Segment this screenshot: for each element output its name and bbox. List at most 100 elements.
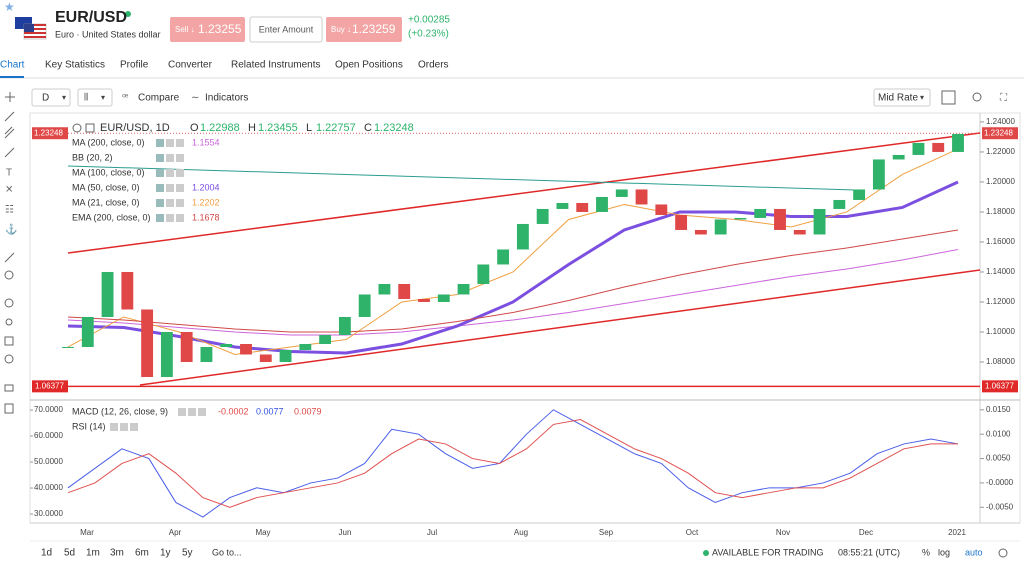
collapse-icon[interactable] bbox=[72, 123, 82, 133]
indicator-name: MACD (12, 26, close, 9) bbox=[72, 406, 168, 416]
indicator-name: RSI (14) bbox=[72, 421, 106, 431]
sell-price: 1.23255 bbox=[198, 22, 242, 36]
amount-input[interactable] bbox=[249, 16, 323, 43]
y2-tick-label: -0.0000 bbox=[986, 478, 1014, 487]
tab[interactable]: Key Statistics bbox=[45, 60, 105, 71]
candle bbox=[892, 154, 905, 160]
candle bbox=[952, 133, 964, 152]
indicator-control[interactable] bbox=[178, 408, 186, 416]
indicator-value: 0.0077 bbox=[256, 406, 284, 416]
tab[interactable]: Related Instruments bbox=[231, 60, 321, 71]
auto-toggle[interactable]: auto bbox=[965, 547, 983, 557]
tab[interactable]: Chart bbox=[0, 60, 25, 71]
candle bbox=[754, 208, 767, 218]
tab[interactable]: Open Positions bbox=[335, 60, 403, 71]
y2-tick-label: 0.0150 bbox=[986, 405, 1011, 414]
log-toggle[interactable]: log bbox=[938, 547, 950, 557]
fullscreen-icon[interactable]: ⛶ bbox=[999, 93, 1008, 104]
indicator-control[interactable] bbox=[166, 139, 174, 147]
compare-icon: ꟹ bbox=[122, 93, 129, 104]
indicator-control[interactable] bbox=[176, 214, 184, 222]
indicator-control[interactable] bbox=[176, 139, 184, 147]
tab[interactable]: Orders bbox=[418, 60, 449, 71]
last-price-label: 1.23248 bbox=[984, 128, 1013, 137]
candle bbox=[180, 331, 193, 362]
toggle-box[interactable] bbox=[941, 90, 956, 105]
percent-toggle[interactable]: % bbox=[922, 547, 930, 557]
trendline bbox=[67, 165, 856, 191]
indicator-control[interactable] bbox=[156, 214, 164, 222]
buy-label: Buy ↓ bbox=[331, 25, 351, 34]
toggle-icon[interactable] bbox=[85, 123, 95, 133]
indicator-value: 1.2004 bbox=[192, 182, 220, 192]
x-tick-label: 2021 bbox=[948, 528, 966, 537]
indicator-control[interactable] bbox=[166, 154, 174, 162]
range-button[interactable]: 1d bbox=[41, 548, 52, 559]
indicators-button[interactable]: Indicators bbox=[205, 93, 248, 104]
indicator-control[interactable] bbox=[176, 199, 184, 207]
tab[interactable]: Converter bbox=[168, 60, 213, 71]
y-tick-label: 50.0000 bbox=[34, 457, 63, 466]
clock: 08:55:21 (UTC) bbox=[838, 547, 900, 557]
indicator-name: BB (20, 2) bbox=[72, 152, 113, 162]
dropdown-arrow: ▾ bbox=[62, 93, 66, 102]
goto-button[interactable]: Go to... bbox=[212, 547, 242, 557]
candle bbox=[418, 298, 430, 302]
indicator-control[interactable] bbox=[166, 199, 174, 207]
tab[interactable]: Profile bbox=[120, 60, 149, 71]
range-button[interactable]: 5y bbox=[182, 548, 193, 559]
indicator-control[interactable] bbox=[156, 139, 164, 147]
instrument-name: Euro · United States dollar bbox=[55, 29, 161, 39]
indicator-control[interactable] bbox=[176, 154, 184, 162]
buy-button[interactable] bbox=[326, 17, 402, 42]
candle bbox=[457, 283, 470, 295]
indicator-name: MA (50, close, 0) bbox=[72, 182, 140, 192]
price-type[interactable]: Mid Rate bbox=[878, 93, 918, 104]
range-button[interactable]: 1y bbox=[160, 548, 171, 559]
chart-type-select[interactable] bbox=[77, 88, 113, 107]
indicator-control[interactable] bbox=[156, 184, 164, 192]
indicator-control[interactable] bbox=[130, 423, 138, 431]
x-tick-label: Jul bbox=[427, 528, 437, 537]
ohlc-label: H bbox=[248, 122, 256, 134]
trendline bbox=[139, 269, 981, 386]
indicator-control[interactable] bbox=[188, 408, 196, 416]
range-button[interactable]: 6m bbox=[135, 548, 149, 559]
candle bbox=[437, 294, 450, 302]
y2-tick-label: -0.0050 bbox=[986, 502, 1014, 511]
interval[interactable]: D bbox=[42, 93, 49, 104]
indicator-control[interactable] bbox=[166, 169, 174, 177]
indicator-control[interactable] bbox=[156, 169, 164, 177]
range-button[interactable]: 1m bbox=[86, 548, 100, 559]
price-type-select[interactable] bbox=[873, 88, 931, 107]
left-toolbar[interactable]: T ✕ ☷ ⚓ bbox=[4, 92, 17, 414]
y-tick-label: 1.08000 bbox=[986, 357, 1015, 366]
indicator-name: MA (21, close, 0) bbox=[72, 197, 140, 207]
compare-button[interactable]: Compare bbox=[138, 93, 180, 104]
settings-icon[interactable] bbox=[972, 92, 982, 102]
indicator-control[interactable] bbox=[110, 423, 118, 431]
change: +0.00285 bbox=[408, 15, 450, 26]
indicator-control[interactable] bbox=[156, 154, 164, 162]
x-tick-label: Mar bbox=[80, 528, 94, 537]
indicator-control[interactable] bbox=[198, 408, 206, 416]
candle bbox=[714, 219, 727, 235]
interval-select[interactable] bbox=[31, 88, 71, 107]
buy-price: 1.23259 bbox=[352, 22, 396, 36]
indicator-control[interactable] bbox=[176, 184, 184, 192]
candle bbox=[694, 229, 707, 235]
settings-icon[interactable] bbox=[998, 548, 1008, 558]
price-tag bbox=[32, 380, 68, 393]
indicator-control[interactable] bbox=[176, 169, 184, 177]
ohlc-value: 1.23455 bbox=[258, 122, 298, 134]
sell-button[interactable] bbox=[170, 17, 245, 42]
y-tick-label: 60.0000 bbox=[34, 431, 63, 440]
indicator-control[interactable] bbox=[166, 214, 174, 222]
x-tick-label: Oct bbox=[686, 528, 699, 537]
indicator-control[interactable] bbox=[120, 423, 128, 431]
svg-text:★: ★ bbox=[4, 0, 15, 14]
range-button[interactable]: 3m bbox=[110, 548, 124, 559]
indicator-control[interactable] bbox=[166, 184, 174, 192]
range-button[interactable]: 5d bbox=[64, 548, 75, 559]
indicator-control[interactable] bbox=[156, 199, 164, 207]
